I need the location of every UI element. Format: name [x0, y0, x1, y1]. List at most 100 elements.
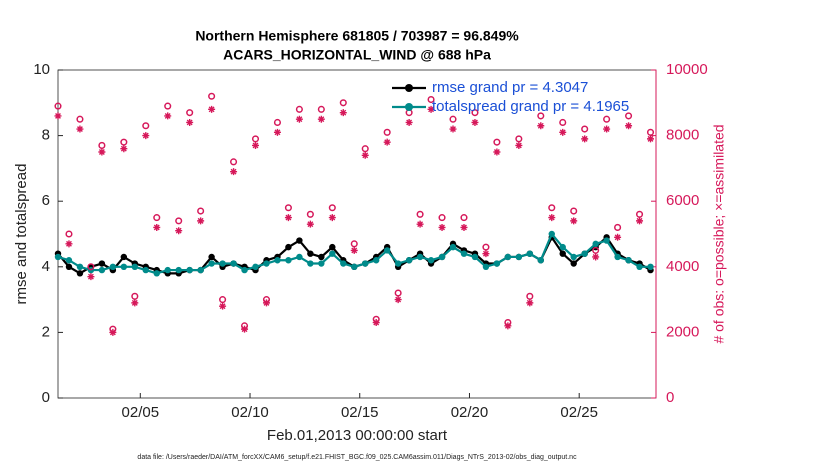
point: [362, 260, 369, 267]
point: [647, 263, 654, 270]
point: [416, 210, 424, 218]
chart-title: Northern Hemisphere 681805 / 703987 = 96…: [195, 28, 519, 44]
point: [646, 128, 655, 136]
point: [504, 253, 512, 261]
point: [98, 148, 106, 156]
point: [328, 204, 336, 212]
point: [295, 115, 303, 123]
point: [153, 223, 161, 231]
point: [317, 105, 325, 113]
point: [284, 214, 292, 222]
point: [273, 128, 281, 136]
y-tick-label: 4: [42, 258, 50, 275]
point: [153, 270, 160, 277]
point: [252, 141, 260, 149]
point: [317, 115, 325, 123]
y2-tick-label: 8000: [666, 127, 699, 144]
point: [350, 240, 358, 248]
x-tick-label: 02/20: [451, 404, 489, 421]
point: [537, 112, 545, 120]
point: [537, 122, 545, 130]
point: [635, 210, 644, 218]
point: [482, 250, 490, 258]
x-tick-label: 02/15: [341, 404, 379, 421]
point: [351, 263, 358, 270]
point: [164, 102, 172, 110]
point: [175, 227, 183, 235]
point: [405, 84, 413, 92]
point: [636, 263, 643, 270]
point: [526, 250, 534, 257]
point: [559, 118, 567, 127]
point: [559, 128, 567, 136]
point: [175, 217, 183, 225]
point: [284, 204, 292, 212]
point: [241, 266, 248, 274]
footnote: data file: /Users/raeder/DAI/ATM_forcXX/…: [137, 454, 577, 461]
point: [54, 102, 62, 110]
point: [625, 257, 632, 264]
y2-tick-label: 2000: [666, 323, 699, 340]
point: [274, 257, 281, 264]
chart-subtitle: ACARS_HORIZONTAL_WIND @ 688 hPa: [223, 47, 491, 63]
point: [471, 109, 479, 117]
point: [318, 253, 325, 261]
point: [570, 207, 578, 215]
point: [120, 253, 128, 261]
point: [76, 115, 84, 123]
point: [208, 105, 216, 113]
point: [625, 122, 633, 130]
point: [383, 247, 391, 254]
point: [120, 138, 128, 146]
point: [493, 260, 501, 267]
point: [482, 243, 490, 251]
y-tick-label: 6: [42, 192, 50, 209]
point: [592, 240, 599, 248]
point: [361, 151, 369, 159]
point: [164, 112, 172, 120]
point: [438, 253, 446, 261]
point: [296, 237, 303, 244]
point: [230, 158, 238, 166]
point: [471, 118, 479, 126]
point: [361, 145, 369, 153]
y2-tick-label: 4000: [666, 258, 699, 275]
point: [251, 135, 260, 143]
point: [197, 266, 204, 274]
point: [592, 246, 600, 254]
point: [581, 250, 588, 257]
point: [65, 230, 73, 238]
point: [515, 253, 523, 261]
x-axis-label: Feb.01,2013 00:00:00 start: [267, 427, 448, 444]
point: [252, 263, 259, 270]
point: [581, 125, 589, 133]
point: [208, 260, 215, 267]
point: [98, 141, 106, 149]
point: [76, 263, 84, 270]
point: [570, 217, 578, 225]
point: [438, 214, 446, 222]
point: [548, 214, 556, 222]
point: [307, 260, 314, 267]
point: [230, 168, 238, 176]
point: [241, 325, 249, 333]
point: [548, 230, 555, 238]
point: [306, 210, 314, 218]
point: [603, 237, 610, 244]
y2-tick-label: 6000: [666, 192, 699, 209]
point: [339, 99, 347, 107]
point: [87, 263, 95, 271]
point: [592, 253, 600, 261]
point: [581, 135, 589, 143]
point: [329, 243, 336, 251]
point: [65, 263, 73, 270]
point: [285, 243, 292, 251]
point: [537, 257, 544, 264]
point: [383, 138, 391, 146]
point: [372, 319, 380, 327]
point: [328, 214, 336, 222]
point: [427, 105, 435, 113]
point: [570, 253, 577, 261]
point: [65, 240, 73, 248]
